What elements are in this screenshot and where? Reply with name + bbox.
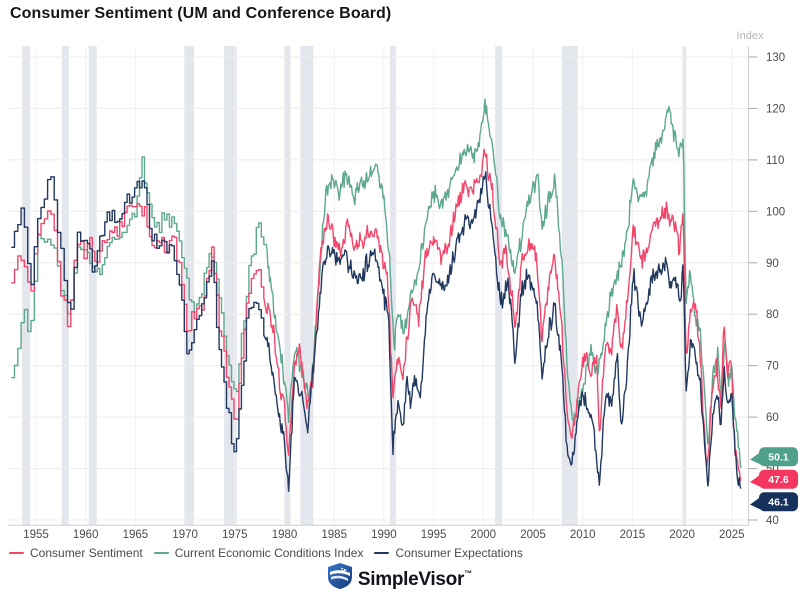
svg-text:1980: 1980: [272, 529, 298, 541]
svg-text:2000: 2000: [471, 529, 497, 541]
legend-item-consumer-sentiment[interactable]: Consumer Sentiment: [9, 546, 143, 560]
svg-text:1955: 1955: [23, 529, 49, 541]
svg-text:90: 90: [766, 258, 779, 270]
legend-swatch-current-economic-conditions: [153, 551, 169, 555]
svg-text:70: 70: [766, 361, 779, 373]
svg-text:1965: 1965: [123, 529, 149, 541]
svg-text:1985: 1985: [321, 529, 347, 541]
svg-text:2010: 2010: [570, 529, 596, 541]
svg-text:1975: 1975: [222, 529, 248, 541]
brand-text: SimpleVisor™: [357, 569, 473, 590]
y-gridlines: [8, 56, 749, 521]
legend-label: Consumer Sentiment: [30, 546, 143, 560]
svg-text:50.1: 50.1: [768, 452, 789, 464]
y-axis-unit-label: Index: [736, 30, 764, 42]
svg-text:1990: 1990: [371, 529, 397, 541]
simplevisor-shield-icon: [327, 563, 352, 589]
x-gridlines: [35, 46, 733, 526]
x-axis-ticks: 1955 1960 1965 1970 1975 1980 1985 1990 1995 2000…: [23, 529, 744, 541]
series-line-consumer-expectations: [11, 171, 742, 492]
svg-text:2015: 2015: [620, 529, 646, 541]
legend-label: Consumer Expectations: [395, 546, 523, 560]
recession-bands: [22, 46, 687, 526]
svg-text:2020: 2020: [669, 529, 695, 541]
svg-text:47.6: 47.6: [768, 474, 789, 486]
legend-label: Current Economic Conditions Index: [174, 546, 364, 560]
svg-text:60: 60: [766, 412, 779, 424]
svg-text:1960: 1960: [73, 529, 99, 541]
svg-text:1970: 1970: [172, 529, 198, 541]
svg-text:120: 120: [766, 103, 785, 115]
svg-text:40: 40: [766, 515, 779, 527]
footer-brand: SimpleVisor™: [0, 561, 800, 593]
series-line-current-economic-conditions-index: [11, 98, 742, 469]
svg-text:46.1: 46.1: [768, 497, 789, 509]
svg-text:2025: 2025: [719, 529, 745, 541]
svg-text:110: 110: [766, 155, 784, 167]
svg-text:80: 80: [766, 309, 779, 321]
series-line-consumer-sentiment: [11, 148, 742, 482]
svg-text:100: 100: [766, 206, 785, 218]
svg-text:130: 130: [766, 52, 785, 64]
svg-text:1995: 1995: [421, 529, 447, 541]
end-value-badges: 50.1 47.6 46.1: [750, 447, 798, 512]
axes: [8, 46, 749, 526]
legend-item-current-economic-conditions[interactable]: Current Economic Conditions Index: [153, 546, 364, 560]
svg-text:2005: 2005: [520, 529, 546, 541]
legend-swatch-consumer-expectations: [374, 551, 390, 555]
legend-item-consumer-expectations[interactable]: Consumer Expectations: [374, 546, 523, 560]
chart-legend: Consumer Sentiment Current Economic Cond…: [9, 546, 523, 560]
legend-swatch-consumer-sentiment: [9, 551, 24, 555]
page-title: Consumer Sentiment (UM and Conference Bo…: [10, 5, 392, 22]
